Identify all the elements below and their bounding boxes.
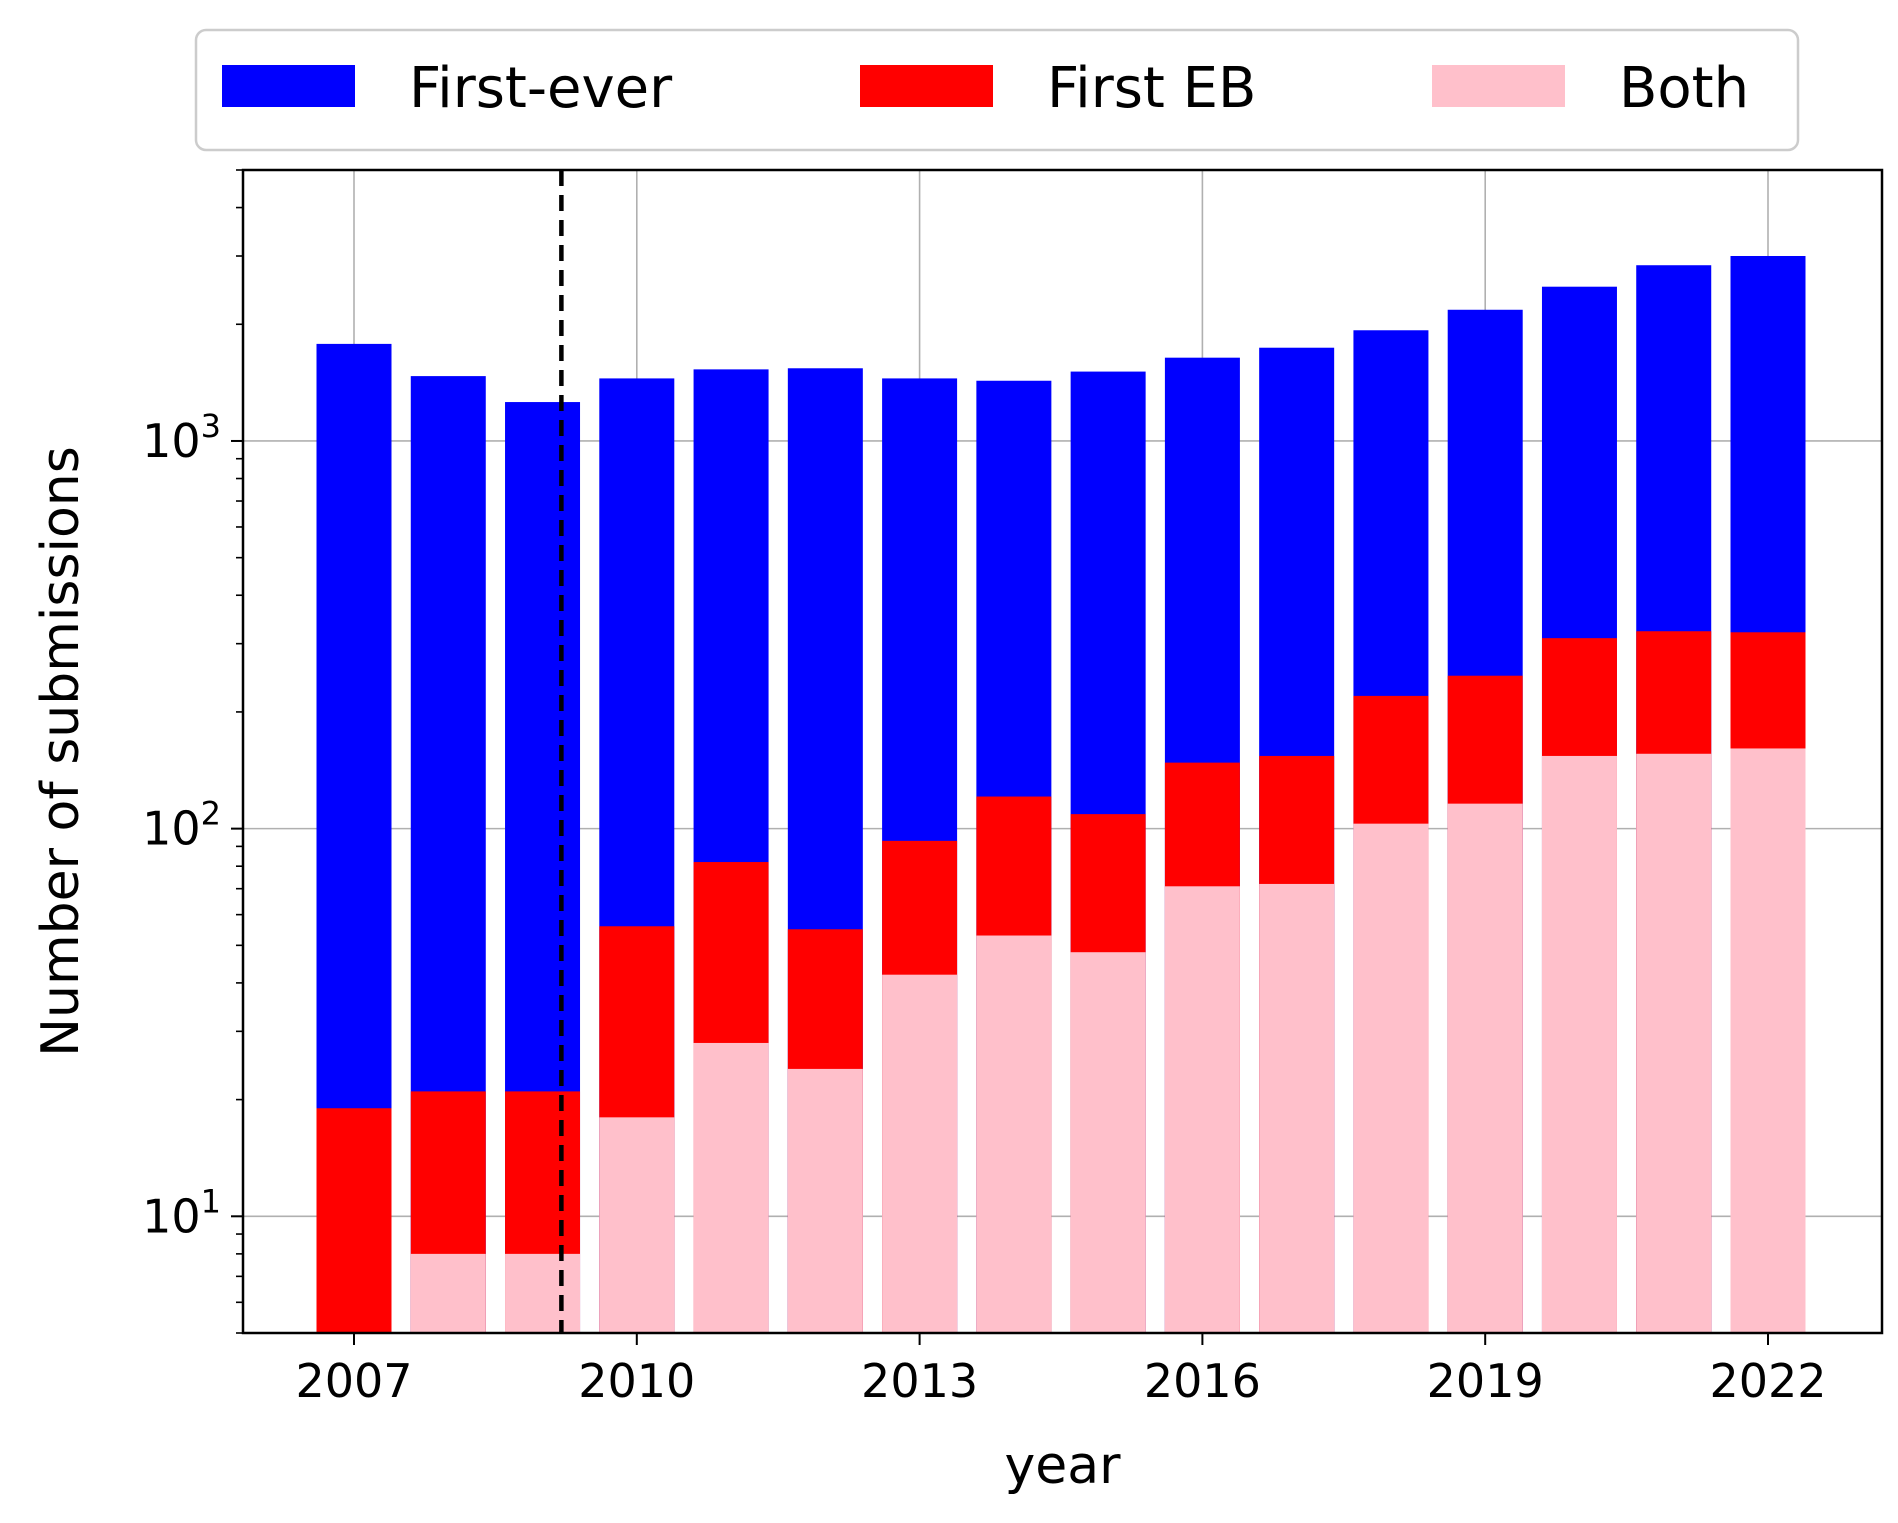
- x-tick-label: 2022: [1709, 1354, 1826, 1408]
- legend-frame: [194, 28, 1800, 152]
- bar-first-eb: [316, 1108, 392, 1333]
- bar-both: [1353, 823, 1429, 1333]
- x-tick-label: 2013: [861, 1354, 978, 1408]
- bar-both: [1259, 883, 1335, 1333]
- axis-ticks: 2007 2010 2013 2016 2019 2022 101 102 103: [142, 169, 1827, 1408]
- bar-both: [1070, 952, 1146, 1333]
- legend-label-first-eb: First EB: [1047, 56, 1256, 121]
- bar-both: [882, 974, 958, 1333]
- grid-lines: [243, 170, 1882, 1333]
- legend-swatch-both: [1432, 65, 1565, 107]
- legend-label-first-ever: First-ever: [409, 56, 673, 121]
- bar-both: [976, 935, 1052, 1333]
- x-tick-label: 2010: [578, 1354, 695, 1408]
- y-tick-label: 103: [142, 407, 221, 468]
- legend-label-both: Both: [1619, 56, 1749, 121]
- bar-both: [1541, 755, 1617, 1333]
- legend-swatch-first-ever: [222, 65, 355, 107]
- bar-both: [787, 1068, 863, 1333]
- bar-both: [1636, 753, 1712, 1333]
- legend: First-ever First EB Both: [194, 28, 1800, 152]
- x-tick-label: 2007: [295, 1354, 412, 1408]
- bars: [316, 256, 1806, 1334]
- bar-both: [505, 1253, 581, 1333]
- bar-both: [599, 1117, 675, 1333]
- bar-both: [693, 1042, 769, 1333]
- bar-both: [1447, 803, 1523, 1333]
- x-tick-label: 2019: [1427, 1354, 1544, 1408]
- plot-frame: [241, 168, 1884, 1335]
- legend-swatch-first-eb: [860, 65, 993, 107]
- bar-both: [1164, 886, 1240, 1333]
- bar-both: [410, 1253, 486, 1333]
- y-axis-label: Number of submissions: [31, 446, 91, 1057]
- y-tick-label: 101: [142, 1182, 221, 1243]
- y-tick-label: 102: [142, 795, 221, 856]
- x-axis-label: year: [1004, 1436, 1121, 1496]
- x-tick-label: 2016: [1144, 1354, 1261, 1408]
- bar-both: [1730, 748, 1806, 1333]
